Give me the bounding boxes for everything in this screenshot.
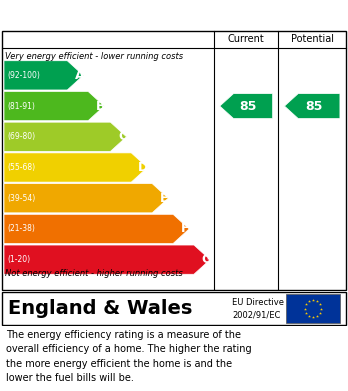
Polygon shape bbox=[4, 61, 83, 90]
Text: A: A bbox=[74, 69, 84, 82]
Text: (1-20): (1-20) bbox=[7, 255, 30, 264]
Text: 85: 85 bbox=[239, 100, 257, 113]
Text: (39-54): (39-54) bbox=[7, 194, 35, 203]
Text: (92-100): (92-100) bbox=[7, 71, 40, 80]
Text: EU Directive: EU Directive bbox=[232, 298, 284, 307]
Text: Potential: Potential bbox=[291, 34, 334, 44]
Polygon shape bbox=[4, 91, 104, 121]
Text: E: E bbox=[160, 192, 168, 205]
Polygon shape bbox=[220, 94, 272, 118]
Polygon shape bbox=[4, 153, 148, 182]
Polygon shape bbox=[4, 184, 168, 213]
Text: (55-68): (55-68) bbox=[7, 163, 35, 172]
Bar bbox=[286, 294, 340, 323]
Text: C: C bbox=[118, 130, 127, 143]
Polygon shape bbox=[284, 94, 340, 118]
Text: F: F bbox=[181, 222, 189, 235]
Text: (81-91): (81-91) bbox=[7, 102, 35, 111]
Polygon shape bbox=[4, 122, 127, 151]
Text: 2002/91/EC: 2002/91/EC bbox=[232, 311, 280, 320]
Text: B: B bbox=[95, 100, 105, 113]
Text: Very energy efficient - lower running costs: Very energy efficient - lower running co… bbox=[5, 52, 183, 61]
Text: England & Wales: England & Wales bbox=[8, 299, 192, 318]
Text: (69-80): (69-80) bbox=[7, 132, 35, 141]
Text: Energy Efficiency Rating: Energy Efficiency Rating bbox=[9, 8, 230, 23]
Text: Not energy efficient - higher running costs: Not energy efficient - higher running co… bbox=[5, 269, 183, 278]
Text: (21-38): (21-38) bbox=[7, 224, 35, 233]
Polygon shape bbox=[4, 245, 210, 274]
Text: Current: Current bbox=[228, 34, 264, 44]
Text: 85: 85 bbox=[306, 100, 323, 113]
Polygon shape bbox=[4, 214, 189, 244]
Text: D: D bbox=[138, 161, 149, 174]
Text: G: G bbox=[201, 253, 211, 266]
Text: The energy efficiency rating is a measure of the
overall efficiency of a home. T: The energy efficiency rating is a measur… bbox=[6, 330, 252, 383]
